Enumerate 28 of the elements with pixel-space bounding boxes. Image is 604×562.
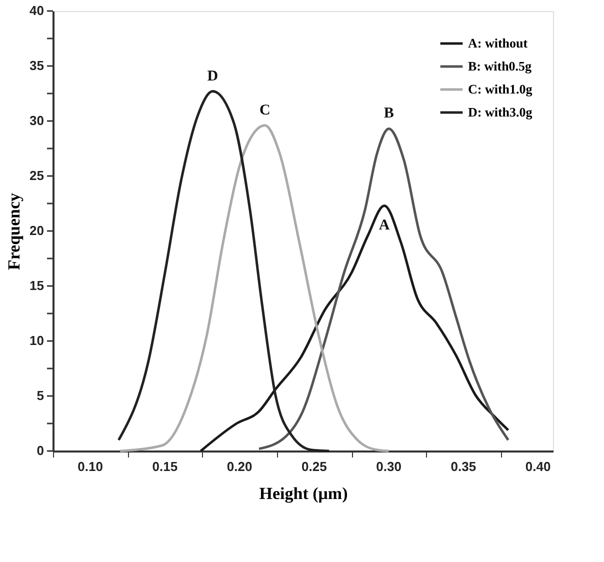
x-tick-label: 0.20 bbox=[226, 459, 252, 474]
y-tick-label: 30 bbox=[30, 113, 44, 128]
y-tick-label: 20 bbox=[30, 223, 44, 238]
legend-label: D: with3.0g bbox=[468, 104, 533, 120]
annotation: C bbox=[260, 102, 270, 118]
y-tick-label: 5 bbox=[36, 388, 44, 403]
y-tick-label: 25 bbox=[30, 168, 44, 183]
legend-label: B: with0.5g bbox=[468, 58, 532, 74]
x-tick-label: 0.40 bbox=[525, 459, 551, 474]
annotation: A bbox=[378, 218, 390, 234]
y-tick-label: 35 bbox=[30, 58, 44, 73]
x-axis-title: Height (μm) bbox=[259, 484, 348, 503]
x-tick-label: 0.10 bbox=[78, 459, 103, 474]
annotation: B bbox=[384, 106, 394, 122]
legend-label: A: without bbox=[468, 36, 528, 50]
y-tick-label: 40 bbox=[30, 3, 44, 18]
x-tick-label: 0.15 bbox=[152, 459, 178, 474]
line-series bbox=[118, 124, 390, 452]
line-series bbox=[258, 127, 510, 450]
annotation: D bbox=[207, 68, 218, 84]
y-axis-title: Frequency bbox=[4, 192, 24, 270]
y-tick-label: 15 bbox=[30, 278, 44, 293]
y-tick-label: 10 bbox=[30, 333, 44, 348]
x-tick-label: 0.30 bbox=[376, 459, 402, 474]
x-tick-label: 0.25 bbox=[302, 459, 327, 474]
y-tick-label: 0 bbox=[36, 443, 44, 458]
x-tick-label: 0.35 bbox=[450, 459, 476, 474]
legend-label: C: with1.0g bbox=[468, 82, 533, 96]
